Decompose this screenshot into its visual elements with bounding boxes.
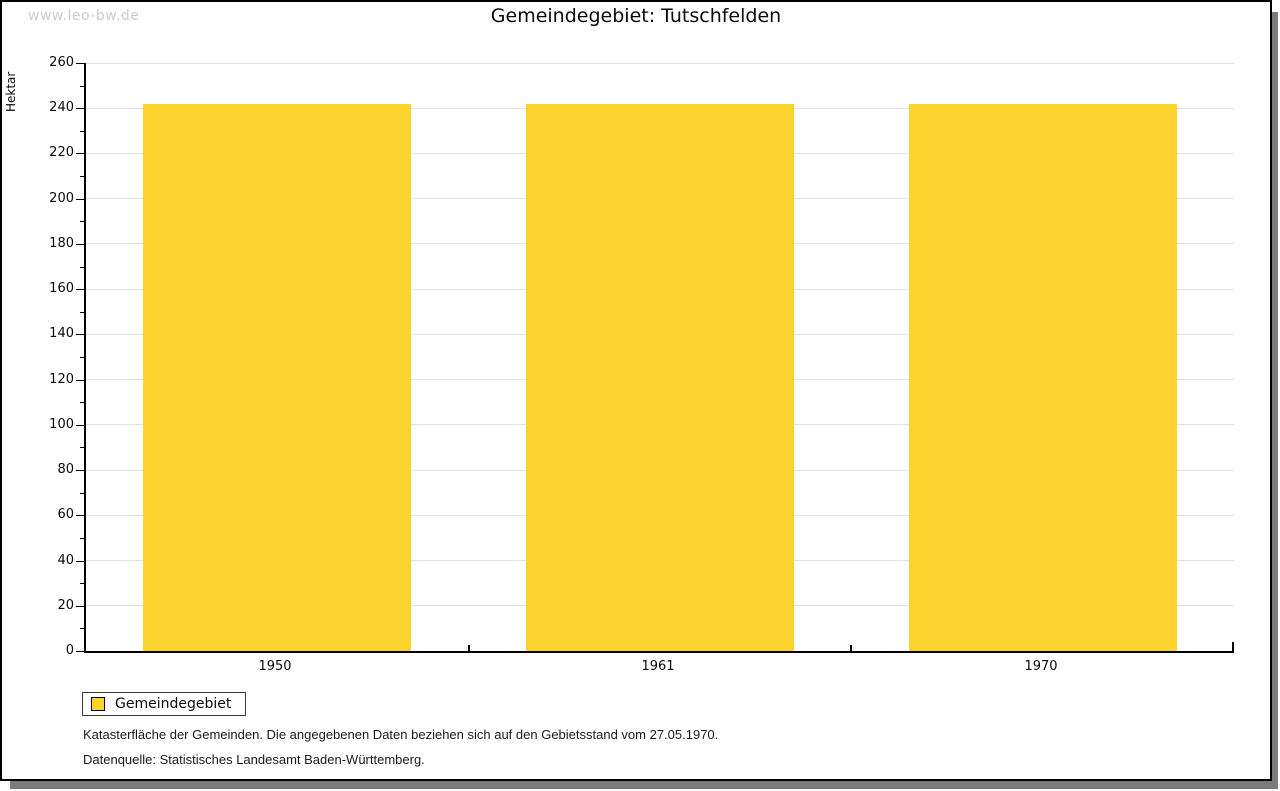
y-tick-label: 120 <box>49 371 74 387</box>
x-tick-label: 1950 <box>258 659 292 674</box>
y-major-tick <box>76 515 84 517</box>
footnote-line-2: Datenquelle: Statistisches Landesamt Bad… <box>83 752 425 767</box>
y-major-tick <box>76 605 84 607</box>
bar-1950 <box>143 104 411 651</box>
y-tick-label: 140 <box>49 326 74 342</box>
y-minor-tick <box>80 176 84 178</box>
y-major-tick <box>76 198 84 200</box>
y-tick-label: 180 <box>49 235 74 251</box>
y-minor-tick <box>80 221 84 223</box>
y-major-tick <box>76 379 84 381</box>
y-minor-tick <box>80 357 84 358</box>
y-tick-label: 40 <box>57 552 74 568</box>
x-category-separator-tick <box>850 645 852 651</box>
y-tick-label: 200 <box>49 190 74 206</box>
y-major-tick <box>76 243 84 245</box>
y-tick-label: 240 <box>49 100 74 116</box>
gridline-y-260 <box>86 62 1234 64</box>
y-major-tick <box>76 560 84 562</box>
y-major-tick <box>76 63 84 64</box>
legend-swatch <box>91 697 105 711</box>
y-major-tick <box>76 334 84 336</box>
x-category-separator-tick <box>468 645 470 651</box>
plot-area <box>84 62 1234 653</box>
y-axis-title: Hektar <box>4 71 18 112</box>
y-minor-tick <box>80 311 84 313</box>
x-axis-end-tick <box>1232 642 1234 651</box>
legend-label: Gemeindegebiet <box>115 696 232 712</box>
y-major-tick <box>76 289 84 291</box>
watermark: www.leo-bw.de <box>28 8 140 24</box>
y-major-tick <box>76 470 84 472</box>
y-major-tick <box>76 108 84 110</box>
y-major-tick <box>76 424 84 426</box>
x-tick-label: 1970 <box>1024 659 1058 674</box>
y-tick-label: 80 <box>57 462 74 478</box>
y-tick-label: 0 <box>65 643 74 658</box>
bar-1970 <box>909 104 1177 651</box>
legend: Gemeindegebiet <box>82 692 247 716</box>
y-major-tick <box>76 153 84 155</box>
y-tick-label: 60 <box>57 507 74 523</box>
y-minor-tick <box>80 447 84 449</box>
y-minor-tick <box>80 402 84 404</box>
y-tick-label: 220 <box>49 145 74 161</box>
y-minor-tick <box>80 130 84 132</box>
y-minor-tick <box>80 628 84 630</box>
y-tick-label: 160 <box>49 281 74 297</box>
y-minor-tick <box>80 492 84 494</box>
y-minor-tick <box>80 583 84 585</box>
y-minor-tick <box>80 537 84 539</box>
y-tick-label: 20 <box>57 597 74 613</box>
footnote-line-1: Katasterfläche der Gemeinden. Die angege… <box>83 727 719 742</box>
y-tick-label: 100 <box>49 416 74 432</box>
bar-1961 <box>526 104 794 651</box>
x-tick-label: 1961 <box>641 659 675 674</box>
y-tick-label: 260 <box>49 55 74 70</box>
y-minor-tick <box>80 85 84 87</box>
y-minor-tick <box>80 266 84 268</box>
y-major-tick <box>76 651 84 652</box>
chart-title: Gemeindegebiet: Tutschfelden <box>490 5 782 27</box>
